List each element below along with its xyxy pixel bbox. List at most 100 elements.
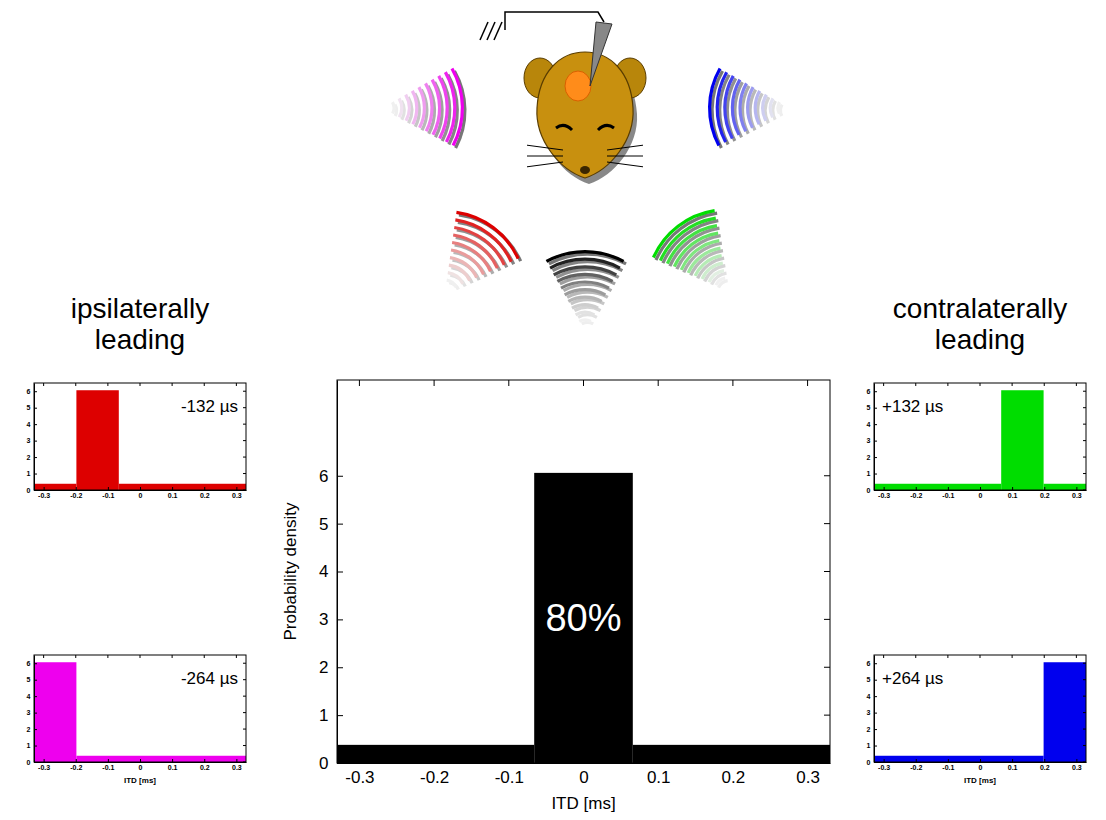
x-tick: 0.2 <box>200 759 210 771</box>
ground-symbol <box>494 22 502 40</box>
histogram-bar <box>874 756 1044 762</box>
speaker-arc <box>426 83 432 131</box>
y-tick-mark-right <box>243 407 246 408</box>
y-tick-mark <box>874 696 877 697</box>
x-tick-mark-top <box>658 380 659 386</box>
diagram <box>392 12 782 324</box>
y-tick-mark-right <box>1083 457 1086 458</box>
x-tick-mark-top <box>732 380 733 386</box>
mouse-whisker <box>607 145 643 150</box>
y-tick-mark <box>874 663 877 664</box>
y-tick-label: 4 <box>319 562 328 581</box>
x-axis-line <box>35 762 247 763</box>
x-tick: 0.1 <box>647 757 671 787</box>
figure: -0.3-0.2-0.100.10.20.30123456ITD [ms]Pro… <box>0 0 1106 820</box>
x-tick-mark <box>108 487 109 490</box>
x-tick-mark-top <box>140 383 141 386</box>
speaker-arc <box>412 91 417 124</box>
histogram-bar <box>874 484 1001 490</box>
speaker-arc <box>732 80 739 135</box>
y-tick-mark <box>874 424 877 425</box>
speaker-arc <box>439 76 447 139</box>
y-tick: 4 <box>27 421 37 428</box>
speaker-arc <box>432 80 439 135</box>
x-tick: -0.3 <box>878 759 890 771</box>
speaker-shadow <box>773 101 776 120</box>
y-tick-mark <box>337 524 343 525</box>
y-tick-label: 1 <box>319 706 328 725</box>
y-tick-mark-right <box>1083 679 1086 680</box>
y-tick-label: 5 <box>319 515 328 534</box>
annotation: -132 µs <box>181 397 238 416</box>
x-tick-mark <box>44 759 45 762</box>
x-tick-mark-top <box>434 380 435 386</box>
x-axis-title: ITD [ms] <box>551 794 615 813</box>
y-tick: 1 <box>867 470 877 477</box>
x-tick-label: 0 <box>139 764 143 771</box>
x-tick-mark <box>948 487 949 490</box>
x-tick-mark <box>658 757 659 763</box>
speaker-arc <box>576 312 595 314</box>
y-tick-label: 3 <box>867 709 871 716</box>
y-tick-mark-right <box>824 715 830 716</box>
x-tick-label: 0.1 <box>1008 492 1018 499</box>
x-tick-label: -0.2 <box>70 764 82 771</box>
y-axis-title: Probability density <box>281 502 300 640</box>
y-tick-label: 1 <box>27 742 31 749</box>
x-tick: -0.3 <box>38 487 50 499</box>
y-tick-mark <box>874 408 877 409</box>
speaker-arc <box>716 278 725 285</box>
x-tick-label: 0.2 <box>200 764 210 771</box>
x-tick-mark-top <box>980 383 981 386</box>
y-tick-mark <box>34 408 37 409</box>
y-tick-mark <box>874 391 877 392</box>
x-tick-mark <box>1012 759 1013 762</box>
x-tick-label: -0.2 <box>910 764 922 771</box>
mouse-whisker <box>527 145 563 150</box>
chart-panel: -0.3-0.2-0.100.10.20.30123456ITD [ms]Pro… <box>281 380 830 813</box>
speaker-arc <box>755 91 760 124</box>
x-tick-mark <box>733 757 734 763</box>
x-tick-label: 0 <box>579 768 588 787</box>
y-tick-label: 6 <box>867 388 871 395</box>
speaker-arc <box>554 267 617 275</box>
x-tick: -0.3 <box>878 487 890 499</box>
y-axis: 0123456 <box>319 381 343 773</box>
y-tick: 5 <box>27 676 37 683</box>
y-tick: 6 <box>867 660 877 667</box>
x-tick-mark-top <box>1012 655 1013 658</box>
y-tick-mark <box>874 474 877 475</box>
x-tick-mark <box>916 487 917 490</box>
x-tick-label: 0 <box>979 764 983 771</box>
speaker-arc <box>455 220 511 262</box>
x-tick: -0.2 <box>70 759 82 771</box>
y-axis: 0123456 <box>27 384 37 494</box>
y-tick: 6 <box>867 388 877 395</box>
y-tick-mark <box>337 763 343 764</box>
x-tick: -0.3 <box>38 759 50 771</box>
group-heading: ipsilaterallyleading <box>71 293 210 355</box>
y-tick: 2 <box>27 454 37 461</box>
x-tick: 0.2 <box>1040 759 1050 771</box>
y-tick-mark-right <box>1083 440 1086 441</box>
y-tick-label: 3 <box>27 437 31 444</box>
speaker-shadow <box>457 230 507 267</box>
y-tick-mark <box>337 572 343 573</box>
x-axis-title: ITD [ms] <box>124 776 156 785</box>
y-tick-mark-right <box>243 696 246 697</box>
y-tick-mark <box>337 667 343 668</box>
annotation: 80% <box>545 597 621 639</box>
x-tick-label: 0.2 <box>722 768 746 787</box>
y-axis: 0123456 <box>27 656 37 766</box>
y-tick-label: 3 <box>319 610 328 629</box>
x-tick-mark-top <box>508 380 509 386</box>
x-tick-mark-top <box>107 383 108 386</box>
plot-frame <box>874 655 1086 762</box>
y-tick: 5 <box>867 676 877 683</box>
speaker <box>653 211 727 288</box>
mouse-whisker <box>527 156 563 157</box>
y-tick-mark <box>34 474 37 475</box>
x-tick-mark <box>509 757 510 763</box>
y-tick-mark-right <box>1083 391 1086 392</box>
x-tick: 0.1 <box>168 487 178 499</box>
